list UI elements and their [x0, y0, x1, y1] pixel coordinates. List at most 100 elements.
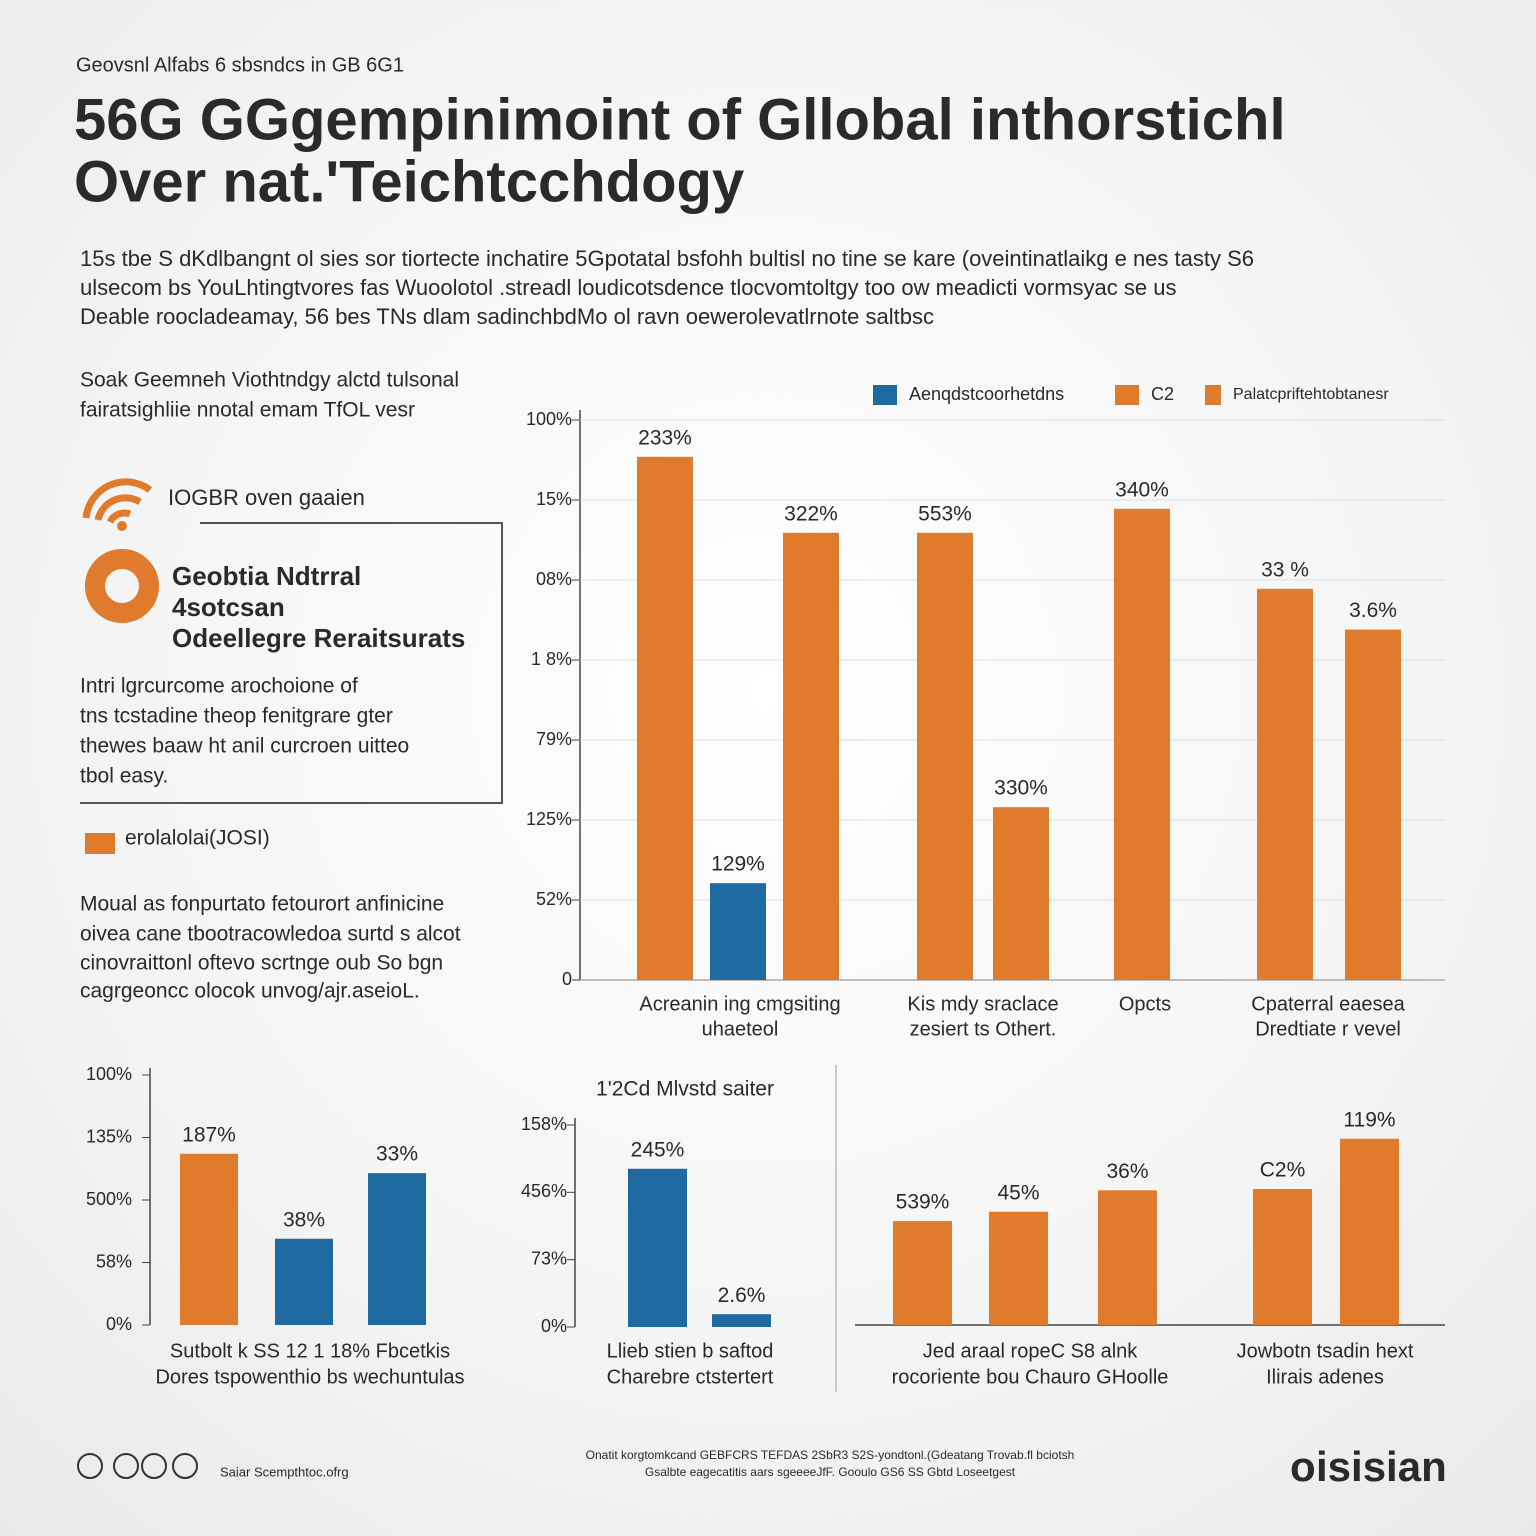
bar — [989, 1211, 1048, 1325]
x-label: Dores tspowenthio bs wechuntulas — [155, 1366, 464, 1388]
value-label: 340% — [1115, 478, 1169, 501]
y-tick-label: 100% — [526, 409, 572, 429]
bar — [1345, 629, 1401, 980]
ring-icon — [85, 549, 159, 623]
x-tick-label: zesiert ts Othert. — [910, 1018, 1057, 1040]
value-label: 38% — [283, 1208, 325, 1231]
footer-icons — [77, 1453, 198, 1479]
value-label: 33% — [376, 1143, 418, 1166]
y-tick-label: 08% — [536, 569, 572, 589]
bar — [637, 456, 693, 980]
y-tick-label: 456% — [521, 1181, 567, 1201]
value-label: 2.6% — [718, 1284, 766, 1307]
side-heading: Soak Geemneh Viothtndgy alctd tulsonal — [80, 369, 459, 392]
bar — [1340, 1138, 1399, 1325]
note-line: cinovraittonl oftevo scrtnge oub So bgn — [80, 952, 443, 975]
y-tick-label: 1 8% — [531, 649, 572, 669]
value-label: 322% — [784, 502, 838, 525]
value-label: 36% — [1106, 1160, 1148, 1183]
value-label: C2% — [1260, 1159, 1306, 1182]
y-tick-label: 52% — [536, 889, 572, 909]
y-tick-label: 500% — [86, 1189, 132, 1209]
footer-credit: Saiar Scempthtoc.ofrg — [220, 1464, 349, 1479]
x-label: Llieb stien b saftod — [607, 1340, 774, 1362]
x-tick-label: Opcts — [1119, 993, 1171, 1015]
box-text: Intri lgrcurcome arochoione of — [80, 675, 358, 698]
value-label: 187% — [182, 1123, 236, 1146]
bar — [917, 532, 973, 980]
bar — [1253, 1188, 1312, 1325]
x-tick-label: uhaeteol — [702, 1018, 779, 1040]
value-label: 3.6% — [1349, 599, 1397, 622]
y-tick-label: 0% — [106, 1314, 132, 1334]
box-text: thewes baaw ht anil curcroen uitteo — [80, 735, 409, 758]
intro-line: Deable roocladeamay, 56 bes TNs dlam sad… — [80, 304, 934, 329]
y-tick-label: 135% — [86, 1126, 132, 1146]
bar — [1114, 508, 1170, 980]
chart-title: 1'2Cd Mlvstd saiter — [596, 1078, 774, 1101]
y-tick-label: 0 — [562, 969, 572, 989]
y-tick-label: 15% — [536, 489, 572, 509]
x-label: Jed araal ropeC S8 alnk — [923, 1340, 1139, 1362]
bar — [993, 807, 1049, 980]
footer-note: Gsalbte eagecatitis aars sgeeeeJfF. Goou… — [645, 1465, 1016, 1479]
legend-label: C2 — [1151, 384, 1174, 404]
bar — [275, 1238, 333, 1325]
legend-swatch — [85, 833, 115, 854]
note-line: oivea cane tbootracowledoa surtd s alcot — [80, 923, 461, 946]
bar — [712, 1314, 771, 1327]
title-line: 56G GGgempinimoint of Gllobal inthorstic… — [74, 87, 1286, 152]
x-tick-label: Cpaterral eaesea — [1251, 993, 1405, 1015]
x-label: Charebre ctstertert — [607, 1366, 774, 1388]
legend-label: Aenqdstcoorhetdns — [909, 384, 1064, 404]
x-tick-label: Kis mdy sraclace — [907, 993, 1058, 1015]
y-tick-label: 73% — [531, 1248, 567, 1268]
box-frame — [80, 522, 503, 804]
x-label: Sutbolt k SS 12 1 18% Fbcetkis — [170, 1340, 450, 1362]
value-label: 33 % — [1261, 558, 1309, 581]
box-text: tbol easy. — [80, 765, 168, 788]
bar — [783, 532, 839, 980]
bar — [1257, 588, 1313, 980]
bar — [180, 1153, 238, 1325]
legend-swatch — [873, 385, 897, 405]
value-label: 119% — [1343, 1108, 1395, 1131]
y-tick-label: 100% — [86, 1064, 132, 1084]
x-tick-label: Acreanin ing cmgsiting — [639, 993, 840, 1015]
note-line: cagrgeoncc olocok unvog/ajr.aseioL. — [80, 980, 420, 1003]
y-tick-label: 58% — [96, 1251, 132, 1271]
logo: isisian — [1316, 1443, 1447, 1490]
intro-line: 15s tbe S dKdlbangnt ol sies sor tiortec… — [80, 246, 1254, 271]
legend-text: erolalolai(JOSI) — [125, 827, 270, 850]
box-text: tns tcstadine theop fenitgrare gter — [80, 705, 393, 728]
y-tick-label: 158% — [521, 1114, 567, 1134]
wifi-icon — [82, 478, 153, 531]
badge-text: IOGBR oven gaaien — [168, 485, 365, 510]
value-label: 539% — [896, 1191, 950, 1214]
y-tick-label: 79% — [536, 729, 572, 749]
bar — [1098, 1190, 1157, 1325]
value-label: 553% — [918, 502, 972, 525]
legend-swatch — [1205, 385, 1221, 405]
value-label: 45% — [997, 1181, 1039, 1204]
logo-mark: o — [1290, 1443, 1316, 1490]
value-label: 129% — [711, 853, 765, 876]
kicker: Geovsnl Alfabs 6 sbsndcs in GB 6G1 — [76, 54, 404, 76]
intro-line: ulsecom bs YouLhtingtvores fas Wuoolotol… — [80, 275, 1177, 300]
box-title: 4sotcsan — [172, 592, 285, 622]
bar — [710, 883, 766, 980]
box-title: Odeellegre Reraitsurats — [172, 623, 465, 653]
bar — [893, 1221, 952, 1325]
note-line: Moual as fonpurtato fetourort anfinicine — [80, 893, 444, 916]
y-tick-label: 125% — [526, 809, 572, 829]
bar — [368, 1173, 426, 1325]
title-line: Over nat.'Teichtcchdogy — [74, 149, 744, 214]
bar — [628, 1168, 687, 1327]
x-label: rocoriente bou Chauro GHoolle — [892, 1366, 1169, 1388]
value-label: 233% — [638, 426, 692, 449]
side-heading: fairatsighliie nnotal emam TfOL vesr — [80, 399, 415, 422]
x-label: Ilirais adenes — [1266, 1366, 1384, 1388]
value-label: 245% — [631, 1138, 685, 1161]
legend-label: Palatcpriftehtobtanesr — [1233, 386, 1389, 403]
